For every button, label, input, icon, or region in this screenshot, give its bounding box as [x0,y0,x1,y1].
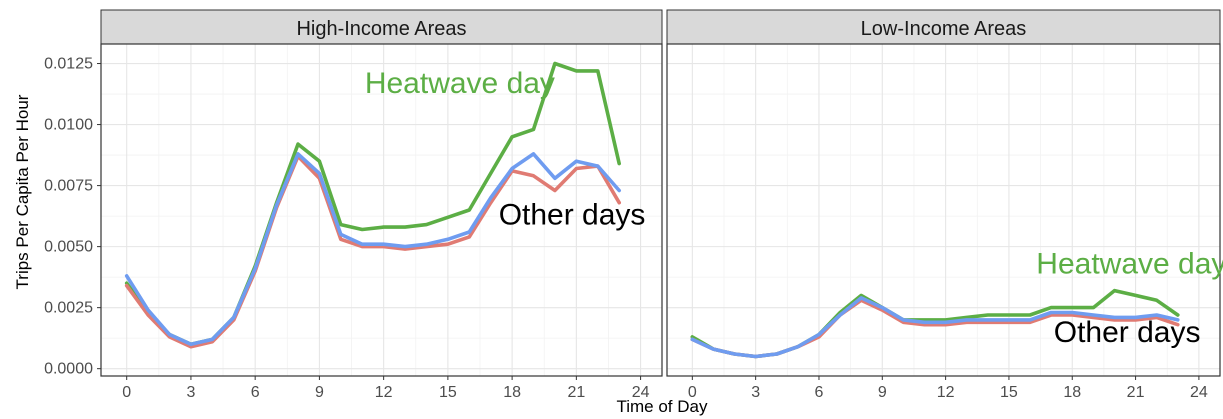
panel-strip [666,9,1221,45]
panel-border [100,43,663,377]
x-tick-label: 0 [122,384,131,401]
series-line-other_blue [690,296,1180,359]
x-tick-label: 6 [251,384,260,401]
x-tick-label: 12 [937,384,955,401]
x-tick-label: 9 [878,384,887,401]
y-tick-label: 0.0050 [44,239,93,256]
panel-1: High-Income Areas 0 3 6 9 12 15 18 21 24 0.0000 0.0… [44,9,663,401]
x-tick-label: 0 [688,384,697,401]
panel-title: High-Income Areas [296,18,466,40]
annotation-label: Other days [499,199,646,232]
x-tick-label: 18 [1063,384,1081,401]
panel-title: Low-Income Areas [861,18,1027,40]
x-tick-label: 15 [1000,384,1018,401]
x-tick-label: 21 [567,384,585,401]
x-tick-label: 24 [1190,384,1208,401]
series-line-other_red [124,154,622,349]
x-tick-label: 9 [315,384,324,401]
series-line-other_blue [124,152,622,347]
x-tick-label: 21 [1127,384,1145,401]
y-tick-label: 0.0075 [44,178,93,195]
panel-strip [100,9,663,45]
plot-area [101,44,662,376]
annotation-label: Heatwave day [1036,247,1223,280]
x-tick-label: 3 [751,384,760,401]
annotation-label: Other days [1054,316,1201,349]
x-tick-label: 3 [186,384,195,401]
x-tick-label: 15 [439,384,457,401]
x-tick-label: 6 [815,384,824,401]
x-tick-label: 24 [632,384,650,401]
panel-border [666,43,1221,377]
x-tick-label: 12 [375,384,393,401]
panel-2: Low-Income Areas 0 3 6 9 12 15 18 21 24 Heatwave d… [666,9,1223,401]
y-tick-label: 0.0125 [44,56,93,73]
y-tick-label: 0.0100 [44,117,93,134]
x-tick-label: 18 [503,384,521,401]
x-axis-title: Time of Day [616,397,708,416]
y-axis-title: Trips Per Capita Per Hour [13,94,32,289]
annotation-label: Heatwave day [365,67,555,100]
y-tick-label: 0.0000 [44,361,93,378]
y-tick-label: 0.0025 [44,300,93,317]
